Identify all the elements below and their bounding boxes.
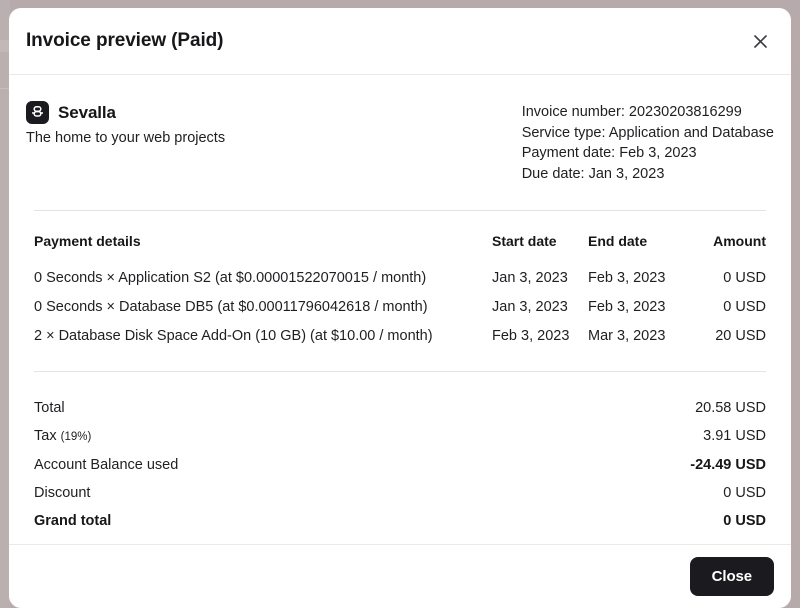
line-item-description: 0 Seconds × Database DB5 (at $0.00011796… [34,299,428,315]
brand-row: Sevalla [26,101,225,124]
divider-top [34,210,766,211]
invoice-meta-due-date: Due date: Jan 3, 2023 [521,165,665,182]
modal-footer: Close [9,544,791,608]
total-label: Account Balance used [34,457,179,473]
table-header-row: Payment details Start date End date Amou… [26,233,774,265]
page-title: Invoice preview (Paid) [26,30,224,51]
line-item-amount: 20 USD [715,328,766,344]
line-item-end-date: Mar 3, 2023 [588,328,666,344]
total-row-total: Total 20.58 USD [26,394,774,422]
modal-header: Invoice preview (Paid) [9,8,791,75]
modal-body: Sevalla The home to your web projects In… [9,75,791,544]
total-label: Discount [34,485,91,501]
total-value: 3.91 USD [703,428,766,444]
line-item-start-date: Feb 3, 2023 [492,328,570,344]
table-row: 2 × Database Disk Space Add-On (10 GB) (… [26,323,774,352]
total-label: Total [34,400,65,416]
invoice-preview-modal: Invoice preview (Paid) [9,8,791,608]
total-value: 20.58 USD [695,400,766,416]
invoice-meta-list: Invoice number: 20230203816299 Service t… [522,101,774,184]
column-header-end-date: End date [588,233,648,249]
line-item-end-date: Feb 3, 2023 [588,299,666,315]
payment-details-table: Payment details Start date End date Amou… [26,233,774,352]
total-label: Tax (19%) [34,422,91,451]
invoice-header-block: Sevalla The home to your web projects In… [26,75,774,184]
line-item-start-date: Jan 3, 2023 [492,299,568,315]
column-header-amount: Amount [713,233,766,249]
column-header-payment-details: Payment details [34,233,141,249]
close-button[interactable]: Close [689,557,774,596]
invoice-meta-service-type: Service type: Application and Database [521,124,774,141]
table-row: 0 Seconds × Application S2 (at $0.000015… [26,265,774,294]
line-item-amount: 0 USD [723,270,766,286]
column-header-start-date: Start date [492,233,557,249]
line-item-end-date: Feb 3, 2023 [588,270,666,286]
backdrop-page-bleed-line [0,88,9,89]
brand-name: Sevalla [58,102,116,122]
total-value: 0 USD [723,485,766,501]
line-item-description: 2 × Database Disk Space Add-On (10 GB) (… [34,328,433,344]
tax-label-text: Tax [34,428,57,444]
total-row-tax: Tax (19%) 3.91 USD [26,422,774,451]
divider-totals [34,371,766,372]
invoice-meta-payment-date: Payment date: Feb 3, 2023 [521,145,697,161]
invoice-meta-number: Invoice number: 20230203816299 [521,104,742,120]
total-value: -24.49 USD [690,457,766,473]
total-row-discount: Discount 0 USD [26,479,774,507]
totals-section: Total 20.58 USD Tax (19%) 3.91 USD Accou… [26,394,774,535]
brand-block: Sevalla The home to your web projects [26,101,225,146]
total-label: Grand total [34,513,112,529]
line-item-start-date: Jan 3, 2023 [492,270,568,286]
close-icon[interactable] [747,28,773,54]
sevalla-logo-icon [26,101,49,124]
line-item-description: 0 Seconds × Application S2 (at $0.000015… [34,270,427,286]
brand-tagline: The home to your web projects [26,130,226,146]
total-value: 0 USD [723,513,766,529]
backdrop-page-bleed [0,0,10,608]
total-row-grand-total: Grand total 0 USD [26,507,774,535]
total-row-account-balance-used: Account Balance used -24.49 USD [26,451,774,479]
line-item-amount: 0 USD [723,299,766,315]
table-row: 0 Seconds × Database DB5 (at $0.00011796… [26,294,774,323]
tax-percent: (19%) [60,431,92,443]
